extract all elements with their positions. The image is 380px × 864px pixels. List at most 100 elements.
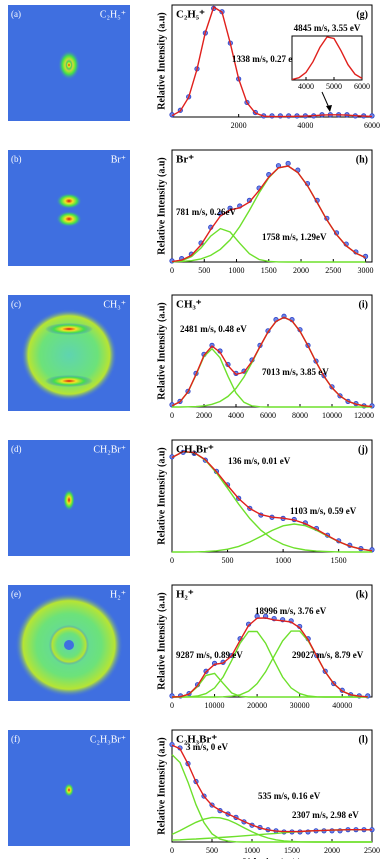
peak-annotation: 136 m/s, 0.01 eV bbox=[228, 456, 291, 466]
y-axis-label: Relative Intensity (a.u) bbox=[156, 12, 167, 110]
y-axis-label: Relative Intensity (a.u) bbox=[156, 737, 167, 835]
image-ion-label: CH₂Br⁺ bbox=[93, 444, 126, 455]
x-tick-label: 10000 bbox=[205, 701, 225, 710]
y-axis-label: Relative Intensity (a.u) bbox=[156, 447, 167, 545]
y-axis-label: Relative Intensity (a.u) bbox=[156, 592, 167, 690]
plot-frame bbox=[171, 584, 373, 698]
x-tick-label: 6000 bbox=[364, 121, 380, 130]
x-tick-label: 0 bbox=[170, 701, 174, 710]
image-panel-label: (c) bbox=[11, 299, 21, 309]
x-tick-label: 0 bbox=[170, 556, 174, 565]
fit-curve bbox=[171, 6, 373, 118]
x-tick-label: 30000 bbox=[290, 701, 310, 710]
peak-annotation: 1103 m/s, 0.59 eV bbox=[290, 506, 357, 516]
image-spot bbox=[65, 59, 73, 71]
ion-label: H₂⁺ bbox=[176, 589, 194, 601]
peak-annotation: 2481 m/s, 0.48 eV bbox=[180, 324, 247, 334]
image-spot bbox=[56, 193, 82, 209]
panel-label: (i) bbox=[359, 299, 368, 310]
image-panel-label: (f) bbox=[11, 734, 20, 744]
image-ion-label: C₂H₅⁺ bbox=[100, 9, 126, 20]
x-tick-label: 0 bbox=[170, 411, 174, 420]
x-tick-label: 40000 bbox=[332, 701, 352, 710]
image-ion-label: Br⁺ bbox=[111, 154, 126, 165]
fit-curve bbox=[171, 347, 372, 408]
inset-annotation: 4845 m/s, 3.55 eV bbox=[294, 23, 361, 33]
x-tick-label: 12000 bbox=[354, 411, 374, 420]
ion-label: C₂H₃Br⁺ bbox=[176, 734, 217, 746]
peak-annotation: 3 m/s, 0 eV bbox=[186, 742, 228, 752]
fit-curve bbox=[171, 227, 366, 263]
x-tick-label: 3000 bbox=[358, 266, 374, 275]
panel-label: (k) bbox=[356, 589, 368, 600]
fit-curve bbox=[171, 450, 373, 552]
image-ion-label: CH₃⁺ bbox=[103, 299, 126, 310]
fit-curve bbox=[171, 165, 366, 263]
peak-annotation: 18996 m/s, 3.76 eV bbox=[255, 606, 327, 616]
image-ion-label: H₂⁺ bbox=[110, 589, 126, 600]
image-spot bbox=[56, 211, 82, 227]
plot-frame bbox=[291, 35, 363, 81]
fit-curve bbox=[172, 630, 368, 698]
x-tick-label: 500 bbox=[222, 556, 234, 565]
x-tick-label: 2000 bbox=[324, 846, 340, 855]
image-spot bbox=[21, 309, 117, 401]
panel-label: (h) bbox=[356, 154, 368, 165]
x-tick-label: 6000 bbox=[354, 82, 370, 91]
fit-curve bbox=[171, 744, 373, 833]
x-tick-label: 10000 bbox=[322, 411, 342, 420]
plot-frame bbox=[171, 729, 373, 843]
inset-arrowhead bbox=[326, 105, 332, 112]
peak-annotation: 2307 m/s, 2.98 eV bbox=[292, 810, 359, 820]
image-panel-label: (d) bbox=[11, 444, 22, 454]
plot-frame bbox=[171, 294, 373, 408]
y-axis-label: Relative Intensity (a.u) bbox=[156, 157, 167, 255]
peak-annotation: 29027 m/s, 8.79 eV bbox=[292, 650, 364, 660]
fit-curve bbox=[171, 617, 368, 698]
image-spot bbox=[45, 375, 93, 387]
panel-label: (g) bbox=[356, 9, 368, 20]
panel-label: (j) bbox=[358, 444, 368, 455]
x-tick-label: 20000 bbox=[247, 701, 267, 710]
x-tick-label: 1000 bbox=[229, 266, 245, 275]
ion-label: C₂H₅⁺ bbox=[176, 9, 205, 21]
image-spot bbox=[64, 783, 74, 797]
x-tick-label: 2000 bbox=[231, 121, 247, 130]
x-tick-label: 0 bbox=[170, 846, 174, 855]
x-tick-label: 1000 bbox=[244, 846, 260, 855]
x-tick-label: 2500 bbox=[364, 846, 380, 855]
fit-curve bbox=[291, 36, 363, 81]
data-point bbox=[285, 160, 291, 167]
image-panel-label: (e) bbox=[11, 589, 21, 599]
x-tick-label: 1500 bbox=[284, 846, 300, 855]
x-tick-label: 4000 bbox=[228, 411, 244, 420]
image-hole bbox=[64, 640, 74, 650]
peak-annotation: 781 m/s, 0.26eV bbox=[176, 207, 236, 217]
peak-annotation: 1338 m/s, 0.27 eV bbox=[232, 54, 299, 64]
fit-curve bbox=[171, 316, 373, 408]
fit-curve bbox=[171, 816, 372, 843]
x-tick-label: 500 bbox=[198, 266, 210, 275]
image-spot bbox=[45, 323, 93, 335]
peak-annotation: 1758 m/s, 1.29eV bbox=[262, 232, 327, 242]
x-tick-label: 0 bbox=[170, 266, 174, 275]
image-panel-label: (b) bbox=[11, 154, 22, 164]
peak-annotation: 535 m/s, 0.16 eV bbox=[258, 791, 321, 801]
x-tick-label: 2000 bbox=[196, 411, 212, 420]
ion-label: CH₂Br⁺ bbox=[176, 444, 214, 456]
x-tick-label: 4000 bbox=[297, 121, 313, 130]
panel-label: (l) bbox=[359, 734, 368, 745]
peak-annotation: 7013 m/s, 3.85 eV bbox=[262, 367, 329, 377]
ion-label: CH₃⁺ bbox=[176, 299, 202, 311]
y-axis-label: Relative Intensity (a.u) bbox=[156, 302, 167, 400]
x-tick-label: 5000 bbox=[326, 82, 342, 91]
x-tick-label: 1000 bbox=[275, 556, 291, 565]
image-spot bbox=[63, 489, 75, 511]
x-tick-label: 8000 bbox=[292, 411, 308, 420]
x-tick-label: 2500 bbox=[325, 266, 341, 275]
x-tick-label: 4000 bbox=[298, 82, 314, 91]
peak-annotation: 9287 m/s, 0.89 eV bbox=[176, 650, 243, 660]
image-ion-label: C₂H₃Br⁺ bbox=[90, 734, 126, 745]
